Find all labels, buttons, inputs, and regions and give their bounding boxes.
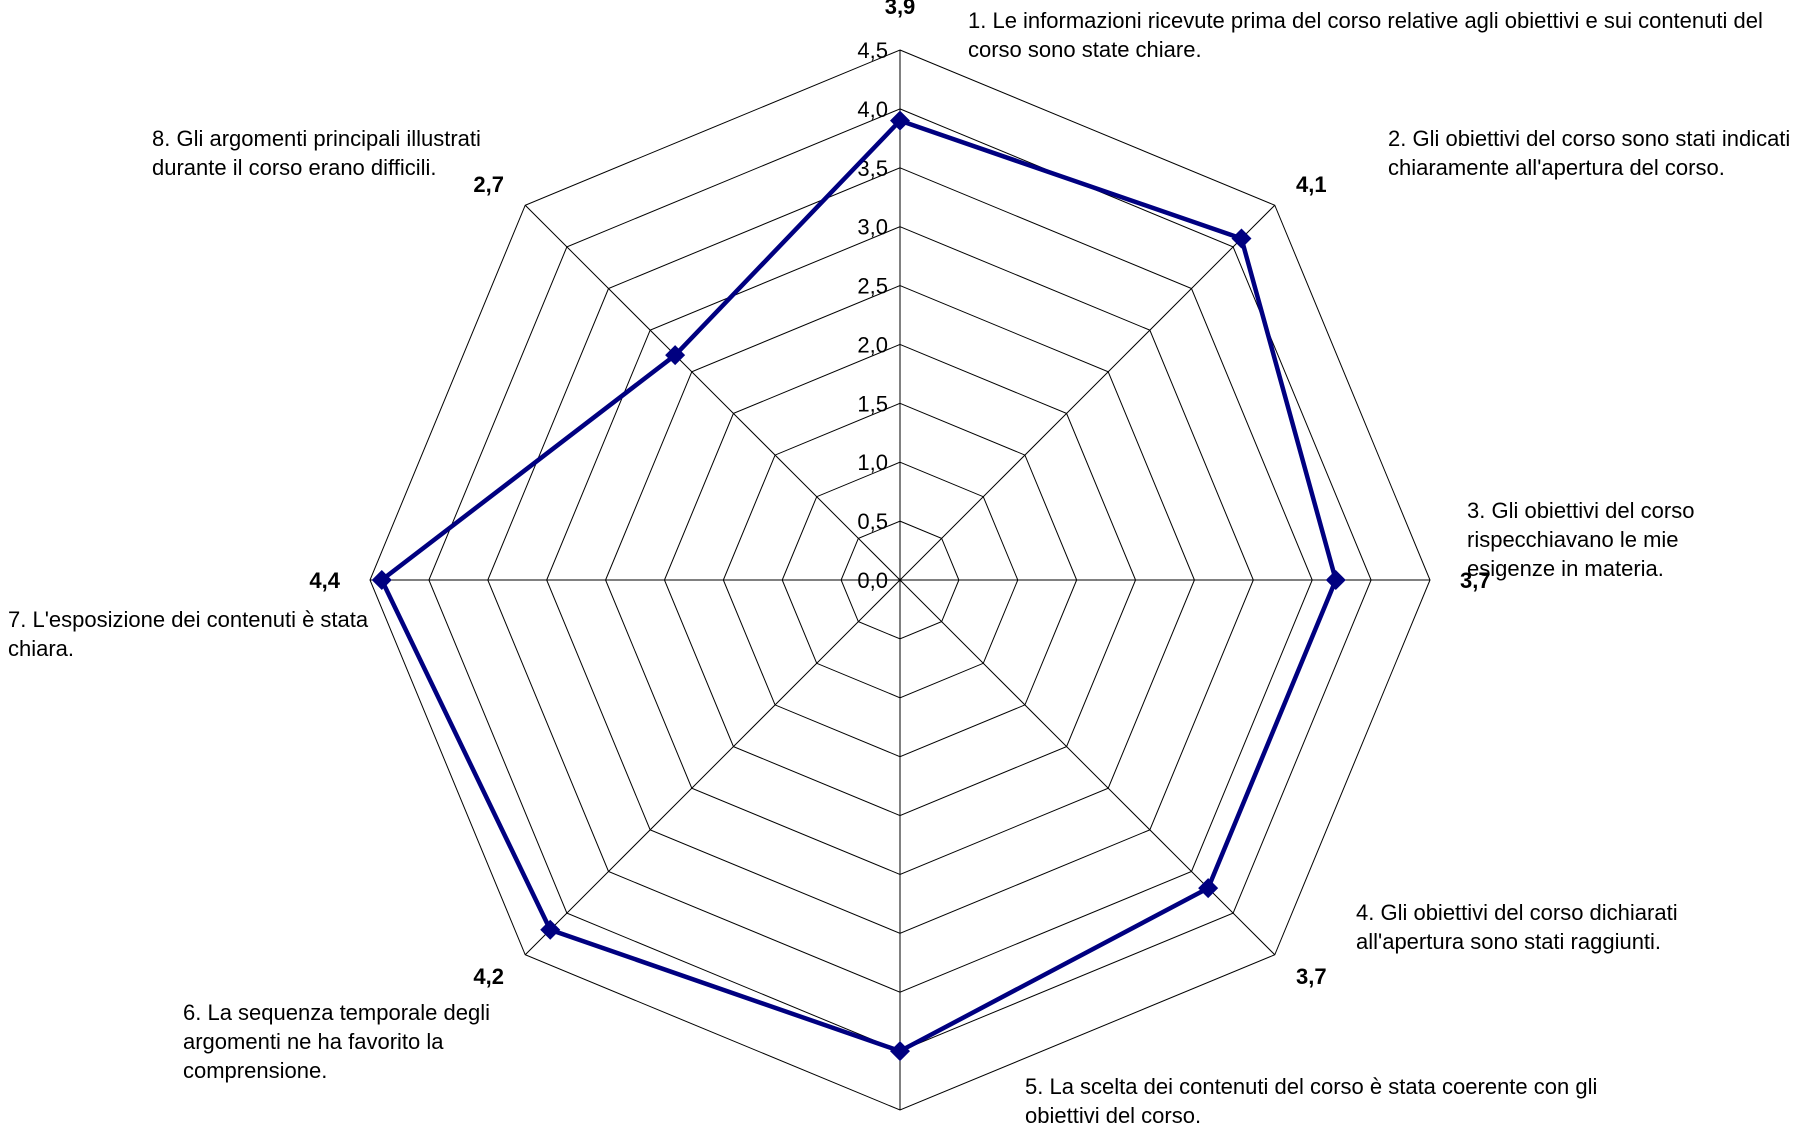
- value-labels: 3,9 4,1 3,7 3,7 4,0 4,2 4,4 2,7: [309, 0, 1491, 989]
- data-point-4: [1198, 878, 1219, 899]
- data-point-8: [665, 345, 686, 366]
- value-label-7: 4,4: [309, 568, 340, 593]
- data-point-7: [371, 570, 392, 590]
- category-label-5: 5. La scelta dei contenuti del corso è s…: [1025, 1074, 1598, 1128]
- value-label-6: 4,2: [473, 964, 504, 989]
- tick-label-6: 3,0: [857, 215, 888, 240]
- radial-axis-ticks: 0,00,51,01,52,02,53,03,54,04,5: [857, 38, 888, 593]
- category-label-8: 8. Gli argomenti principali illustrati d…: [152, 126, 481, 180]
- radar-grid: [369, 49, 1431, 1111]
- value-label-3: 3,7: [1460, 568, 1491, 593]
- grid-spoke-2: [899, 204, 1276, 581]
- category-label-4: 4. Gli obiettivi del corso dichiarati al…: [1356, 900, 1678, 954]
- value-label-8: 2,7: [473, 172, 504, 197]
- category-label-2: 2. Gli obiettivi del corso sono stati in…: [1388, 126, 1791, 180]
- grid-spoke-4: [899, 579, 1276, 956]
- tick-label-0: 0,0: [857, 568, 888, 593]
- tick-label-5: 2,5: [857, 274, 888, 299]
- category-label-6: 6. La sequenza temporale degli argomenti…: [183, 1000, 490, 1083]
- tick-label-9: 4,5: [857, 38, 888, 63]
- value-label-2: 4,1: [1296, 172, 1327, 197]
- value-label-1: 3,9: [885, 0, 916, 19]
- data-point-3: [1325, 570, 1346, 590]
- category-label-1: 1. Le informazioni ricevute prima del co…: [968, 8, 1763, 62]
- value-label-4: 3,7: [1296, 964, 1327, 989]
- tick-label-3: 1,5: [857, 391, 888, 416]
- data-point-5: [890, 1041, 910, 1062]
- tick-label-8: 4,0: [857, 97, 888, 122]
- tick-label-1: 0,5: [857, 509, 888, 534]
- category-label-7: 7. L'esposizione dei contenuti è stata c…: [8, 607, 369, 661]
- data-point-6: [540, 919, 561, 940]
- tick-label-2: 1,0: [857, 450, 888, 475]
- data-series: [371, 110, 1346, 1062]
- grid-spoke-6: [524, 579, 901, 956]
- grid-spoke-8: [524, 204, 901, 581]
- data-point-2: [1231, 228, 1252, 249]
- category-label-3: 3. Gli obiettivi del corso rispecchiavan…: [1467, 498, 1695, 581]
- data-point-1: [890, 110, 910, 131]
- tick-label-4: 2,0: [857, 332, 888, 357]
